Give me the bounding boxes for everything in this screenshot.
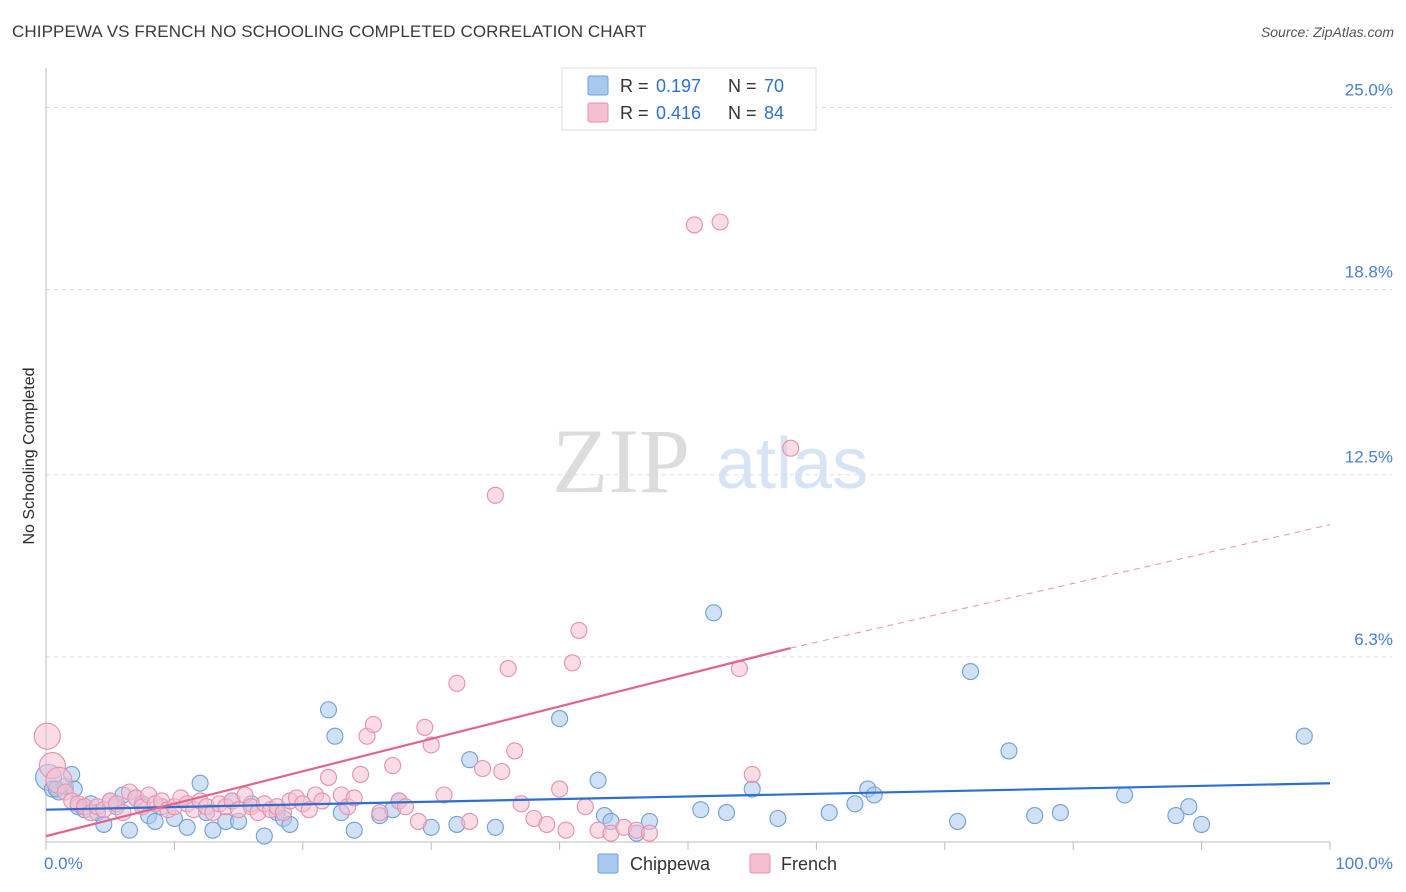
trendline-french-extension [790,524,1331,649]
french-point-0 [33,722,61,750]
chippewa-point-43 [486,818,504,836]
french-point-66 [512,795,530,813]
bottom-legend-swatch-chippewa [597,853,619,874]
chippewa-point-58 [865,786,883,804]
x-tick-label-max: 100.0% [1335,854,1393,873]
chippewa-point-61 [1000,742,1018,760]
french-point-48 [352,765,370,783]
chippewa-point-51 [705,604,723,622]
chippewa-point-54 [769,809,787,828]
x-tick-label-min: 0.0% [44,854,83,873]
french-point-78 [640,824,659,842]
chippewa-point-36 [345,821,363,839]
french-point-69 [551,780,569,798]
bottom-legend-swatch-french [749,853,771,874]
french-point-73 [576,798,594,816]
french-point-50 [364,715,382,734]
french-point-79 [685,216,703,234]
chippewa-point-10 [95,815,113,833]
trend-lines [45,524,1331,838]
legend-r-value-french: 0.416 [656,103,701,123]
legend-swatch-french [587,102,609,123]
chippewa-point-59 [949,812,967,830]
french-point-59 [448,674,466,692]
chippewa-point-52 [717,804,736,822]
chippewa-point-65 [1167,807,1185,825]
legend-swatch-chippewa [587,75,609,96]
grid-lines [46,106,1392,658]
legend-n-value-chippewa: 70 [764,76,784,96]
y-tick-label-1: 12.5% [1345,448,1393,467]
chippewa-point-50 [692,801,710,819]
chippewa-point-60 [961,663,980,681]
y-tick-labels: 6.3% 12.5% 18.8% 25.0% [1345,80,1393,648]
chippewa-point-14 [120,821,139,839]
chippewa-point-24 [204,821,222,839]
legend-n-label-1: N = [728,76,757,96]
chippewa-point-21 [178,818,196,836]
series-french-points [33,213,800,842]
watermark-zip: ZIP [552,410,690,512]
y-tick-label-2: 18.8% [1345,263,1393,282]
bottom-legend: Chippewa French [597,853,837,874]
french-point-55 [409,812,427,830]
french-point-56 [416,718,434,736]
trendline-french [45,646,791,838]
legend-n-label-2: N = [728,103,757,123]
chippewa-point-67 [1193,815,1211,833]
watermark-atlas: atlas [716,424,868,504]
french-point-64 [499,660,517,678]
chippewa-point-56 [846,795,864,813]
legend-box: R = 0.197 N = 70 R = 0.416 N = 84 [561,67,817,131]
french-point-62 [486,486,504,504]
chippewa-point-18 [146,812,164,830]
chippewa-point-62 [1026,807,1044,825]
french-point-68 [538,815,556,833]
french-point-47 [345,789,363,807]
legend-n-value-french: 84 [764,103,784,123]
french-point-82 [743,765,761,783]
french-point-44 [319,768,338,786]
chippewa-point-55 [820,804,838,822]
french-point-60 [461,812,479,830]
chippewa-point-64 [1116,786,1134,804]
french-point-43 [313,792,331,810]
chippewa-point-44 [551,710,569,728]
source-label[interactable]: Source: ZipAtlas.com [1260,24,1394,40]
french-point-41 [300,801,318,819]
chippewa-point-34 [326,727,344,745]
french-point-80 [711,213,729,231]
trendline-chippewa [45,782,1331,811]
french-point-70 [557,821,575,839]
chippewa-point-66 [1180,798,1198,816]
chippewa-point-42 [461,751,479,769]
bottom-legend-chippewa[interactable]: Chippewa [630,854,711,874]
y-tick-label-3: 25.0% [1345,80,1393,99]
legend-r-label-1: R = [620,76,649,96]
chippewa-point-68 [1295,727,1313,745]
legend-r-value-chippewa: 0.197 [656,76,701,96]
french-point-51 [371,804,389,822]
chippewa-point-33 [319,701,338,719]
chippewa-point-63 [1051,804,1069,822]
chippewa-point-29 [255,827,273,845]
french-point-72 [570,621,588,639]
french-point-65 [506,742,524,760]
french-point-83 [782,439,800,457]
french-point-58 [435,786,453,804]
y-axis-label: No Schooling Completed [21,368,38,545]
french-point-63 [493,762,511,781]
chippewa-point-45 [589,771,607,789]
french-point-52 [384,757,402,775]
chippewa-point-22 [191,774,209,792]
legend-r-label-2: R = [620,103,649,123]
chart-title: CHIPPEWA VS FRENCH NO SCHOOLING COMPLETE… [12,22,647,41]
french-point-71 [563,654,581,672]
bottom-legend-french[interactable]: French [781,854,837,874]
french-point-57 [422,736,440,754]
french-point-61 [474,759,492,778]
y-tick-label-0: 6.3% [1354,630,1393,649]
x-tick-labels: 0.0% 100.0% [44,854,1393,873]
